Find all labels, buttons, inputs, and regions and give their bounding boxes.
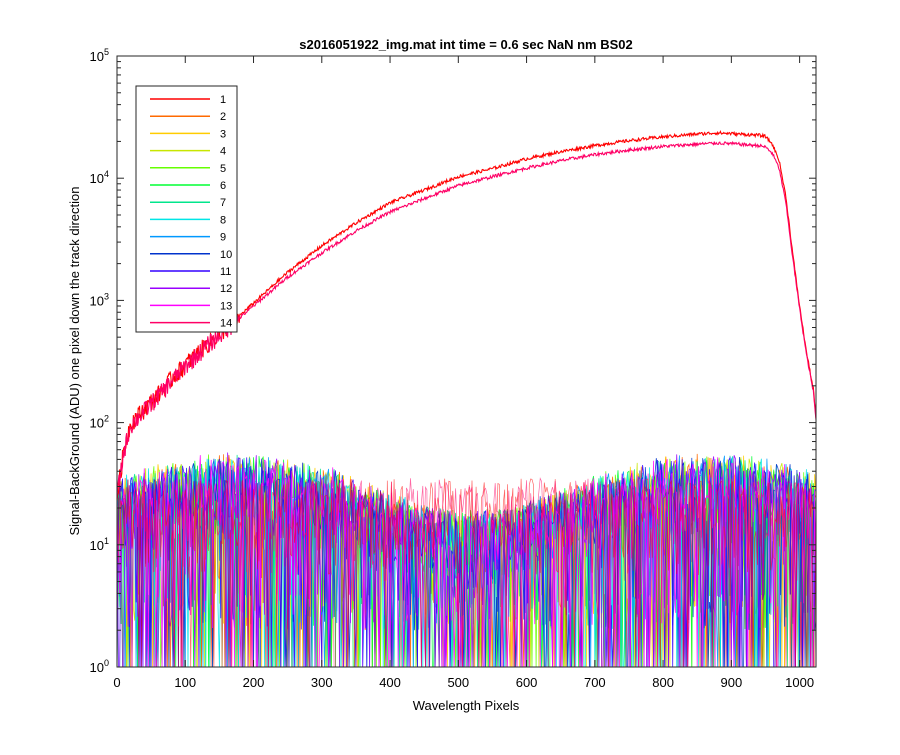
y-tick-label: 103 (90, 291, 109, 308)
legend-label-2: 2 (220, 111, 226, 123)
x-tick-label: 400 (379, 675, 401, 690)
legend-label-13: 13 (220, 300, 232, 312)
y-tick-label: 101 (90, 536, 109, 553)
legend-label-11: 11 (220, 266, 231, 278)
legend-label-3: 3 (220, 128, 226, 140)
x-tick-label: 700 (584, 675, 606, 690)
x-tick-label: 600 (516, 675, 538, 690)
x-tick-label: 100 (174, 675, 196, 690)
legend-label-6: 6 (220, 180, 226, 192)
legend-label-12: 12 (220, 283, 232, 295)
x-tick-label: 1000 (785, 675, 814, 690)
x-tick-label: 800 (652, 675, 674, 690)
legend-label-8: 8 (220, 214, 226, 226)
y-axis-label: Signal-BackGround (ADU) one pixel down t… (67, 186, 82, 535)
x-tick-label: 500 (447, 675, 469, 690)
x-axis-label: Wavelength Pixels (413, 698, 520, 713)
legend-label-14: 14 (220, 318, 232, 330)
y-tick-label: 104 (90, 169, 109, 186)
y-tick-label: 100 (90, 658, 109, 675)
legend-label-1: 1 (220, 94, 226, 106)
series-noise-1 (116, 478, 817, 668)
y-tick-label: 102 (90, 414, 109, 431)
x-tick-label: 300 (311, 675, 333, 690)
legend-label-4: 4 (220, 146, 226, 158)
legend-label-7: 7 (220, 197, 226, 209)
y-tick-label: 105 (90, 47, 109, 64)
legend-label-10: 10 (220, 249, 232, 261)
legend-box (135, 85, 238, 333)
chart-title: s2016051922_img.mat int time = 0.6 sec N… (299, 37, 633, 52)
x-tick-label: 900 (721, 675, 743, 690)
series-noise-14 (116, 477, 817, 668)
ticks-layer: 0 100 200 300 400 500 600 700 800 900 100010010110… (90, 47, 816, 690)
axes-box (116, 55, 817, 668)
legend-label-5: 5 (220, 163, 226, 175)
x-tick-label: 200 (243, 675, 265, 690)
legend-label-9: 9 (220, 232, 226, 244)
x-tick-label: 0 (113, 675, 120, 690)
